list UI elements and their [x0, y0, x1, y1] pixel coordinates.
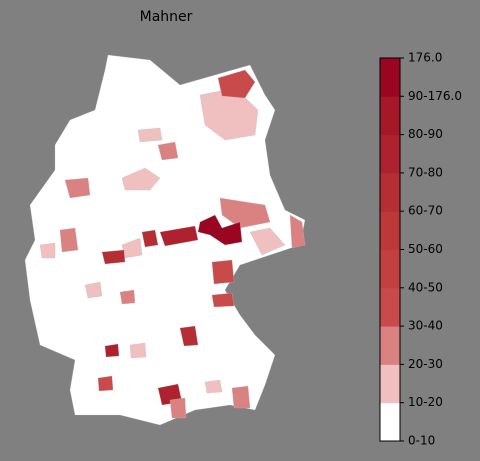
- region: [169, 397, 187, 419]
- colorbar-segment: [380, 211, 400, 250]
- region: [59, 227, 79, 253]
- colorbar-label: 20-30: [408, 357, 443, 371]
- region: [231, 385, 251, 409]
- colorbar-label: 40-50: [408, 280, 443, 294]
- region: [64, 177, 91, 199]
- colorbar-label: 50-60: [408, 242, 443, 256]
- region: [97, 375, 114, 392]
- region: [101, 249, 126, 265]
- germany-map: [24, 54, 306, 426]
- region: [204, 379, 223, 394]
- colorbar-segment: [380, 287, 400, 327]
- region: [119, 289, 136, 305]
- region: [211, 259, 235, 285]
- colorbar-label: 80-90: [408, 127, 443, 141]
- colorbar-label: 176.0: [408, 51, 442, 65]
- colorbar: 0-10 10-20 20-30 30-40 40-50 50-60 60-70 70-80 8…: [379, 51, 462, 448]
- colorbar-label: 70-80: [408, 165, 443, 179]
- colorbar-segment: [380, 58, 400, 97]
- region: [159, 225, 199, 247]
- colorbar-segment: [380, 326, 400, 365]
- region: [179, 325, 199, 347]
- colorbar-segment: [380, 402, 400, 442]
- region: [219, 197, 271, 229]
- colorbar-segment: [380, 249, 400, 289]
- region: [249, 227, 286, 256]
- colorbar-segment: [380, 172, 400, 212]
- region: [137, 127, 163, 143]
- colorbar-label: 10-20: [408, 395, 443, 409]
- colorbar-segment: [380, 364, 400, 404]
- colorbar-segment: [380, 96, 400, 136]
- colorbar-label: 30-40: [408, 319, 443, 333]
- region: [197, 214, 243, 246]
- region: [104, 343, 120, 358]
- region: [84, 281, 103, 299]
- region: [129, 342, 147, 359]
- colorbar-label: 60-70: [408, 204, 443, 218]
- region: [217, 69, 256, 99]
- region: [289, 214, 306, 249]
- colorbar-segment: [380, 134, 400, 174]
- region: [39, 242, 56, 259]
- region: [157, 141, 179, 161]
- region: [121, 167, 161, 191]
- region: [141, 229, 159, 248]
- colorbar-label: 90-176.0: [408, 89, 462, 103]
- colorbar-label: 0-10: [408, 434, 435, 448]
- region: [211, 292, 235, 308]
- map-title: Mahner: [140, 9, 193, 25]
